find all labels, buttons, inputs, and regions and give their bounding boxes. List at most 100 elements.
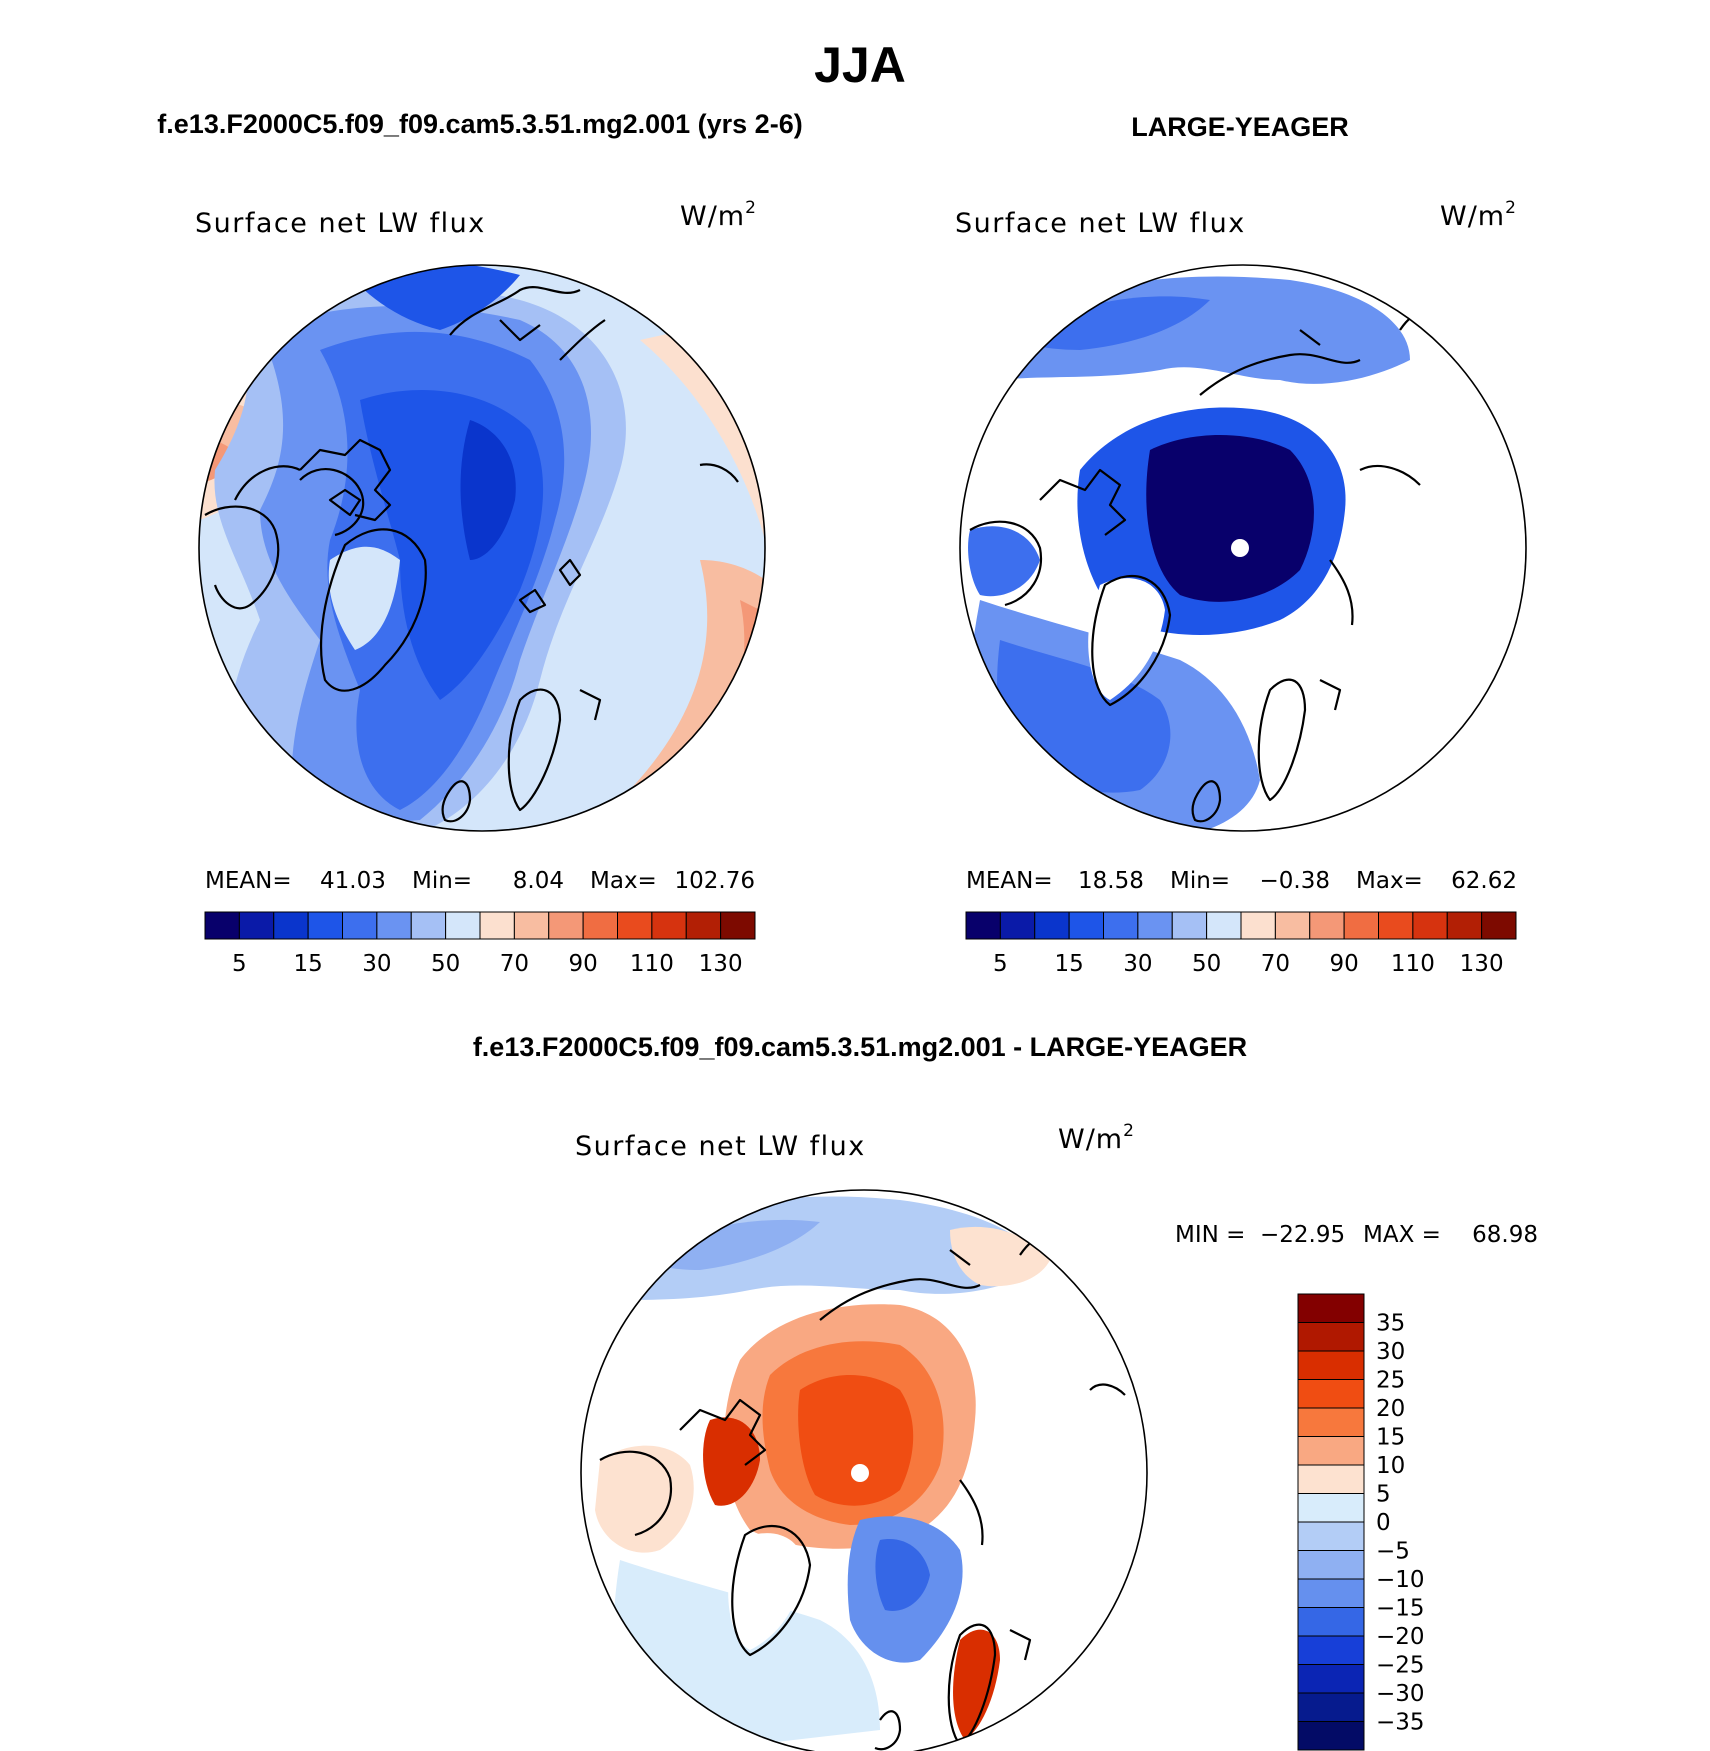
obs-stats: MEAN= 18.58 Min= −0.38 Max= 62.62 [966, 868, 1517, 894]
obs-colorbar-tick-label: 70 [1261, 951, 1290, 977]
obs-map-units: W/m2 [1440, 198, 1517, 232]
diff-colorbar-tick-label: −10 [1376, 1567, 1425, 1593]
model-coast-siberia [449, 286, 606, 361]
diff-colorbar-swatch [1297, 1493, 1365, 1523]
model-panel: Surface net LW flux W/m2 [195, 198, 766, 977]
diff-colorbar-tick-label: 20 [1376, 1396, 1405, 1422]
obs-panel: Surface net LW flux W/m2 MEAN= 18.58 Mi [955, 198, 1527, 977]
model-min-value: 8.04 [513, 868, 564, 894]
diff-panel: Surface net LW flux W/m2 [575, 1121, 1538, 1751]
model-map-units: W/m2 [680, 198, 757, 232]
model-colorbar-tick-label: 15 [293, 951, 322, 977]
obs-colorbar-tick-label: 30 [1123, 951, 1152, 977]
obs-coast-scandinavia [1257, 678, 1342, 802]
model-colorbar-swatch [376, 911, 412, 940]
model-map [199, 265, 765, 831]
model-coast-scandinavia [507, 688, 602, 812]
model-max-value: 102.76 [675, 868, 755, 894]
model-colorbar-swatch [273, 911, 309, 940]
obs-colorbar-swatch [1378, 911, 1414, 940]
diff-field-warm-ne [950, 1226, 1050, 1287]
model-colorbar-swatch [513, 911, 550, 940]
diff-colorbar-swatch [1297, 1578, 1365, 1608]
diff-colorbar-tick-label: 15 [1376, 1425, 1405, 1451]
diff-colorbar-tick-label: −15 [1376, 1596, 1425, 1622]
diff-map-units: W/m2 [1058, 1121, 1135, 1155]
obs-colorbar-swatch [1343, 911, 1379, 940]
diff-colorbar-tick-label: 35 [1376, 1311, 1405, 1337]
diff-colorbar-swatch [1297, 1721, 1365, 1751]
obs-field-north-ocean2 [1010, 296, 1210, 350]
diff-coast-east [959, 1383, 1126, 1546]
diff-field-greenland-land [728, 1533, 805, 1650]
obs-colorbar-swatch [1240, 911, 1276, 940]
model-colorbar-swatch [307, 911, 343, 940]
obs-colorbar-swatch [1481, 911, 1517, 940]
season-title: JJA [814, 37, 906, 93]
diff-panel-header: f.e13.F2000C5.f09_f09.cam5.3.51.mg2.001 … [473, 1032, 1247, 1062]
diff-colorbar-tick-label: 30 [1376, 1339, 1405, 1365]
obs-coast-canada [969, 468, 1127, 607]
diff-field-canada-warm2 [703, 1417, 760, 1506]
diff-field-atlantic-cool3 [875, 1539, 930, 1611]
obs-coast-greenland [1091, 575, 1172, 707]
diff-field-canada-warm [595, 1445, 694, 1553]
model-colorbar-swatch [651, 911, 687, 940]
model-colorbar-swatch [445, 911, 481, 940]
obs-colorbar-tick-label: 50 [1192, 951, 1221, 977]
obs-colorbar-swatch [1068, 911, 1104, 940]
diff-minmax: MIN = −22.95 MAX = 68.98 [1175, 1222, 1538, 1248]
diff-colorbar-tick-label: 0 [1376, 1510, 1391, 1536]
diff-coast-canada [599, 1398, 767, 1537]
left-panel-header: f.e13.F2000C5.f09_f09.cam5.3.51.mg2.001 … [157, 109, 802, 139]
diff-map-border [580, 1189, 1148, 1751]
obs-max-value: 62.62 [1451, 868, 1517, 894]
obs-colorbar-swatch [1412, 911, 1448, 940]
diff-coast-greenland [731, 1525, 812, 1657]
obs-mean-value: 18.58 [1078, 868, 1144, 894]
obs-colorbar-swatch [965, 911, 1001, 940]
diff-colorbar-swatch [1297, 1436, 1365, 1466]
diff-colorbar-swatch [1297, 1322, 1365, 1352]
model-coast-nz-island [699, 463, 739, 483]
diff-max-value: 68.98 [1472, 1222, 1538, 1248]
model-coast-svalbard [518, 558, 582, 614]
diff-colorbar-swatch [1297, 1550, 1365, 1580]
model-colorbar-swatch [685, 911, 722, 940]
obs-coast-uk [1191, 780, 1222, 823]
model-coast-canada [204, 465, 365, 610]
model-field-arctic-core2 [460, 420, 516, 560]
right-panel-header: LARGE-YEAGER [1131, 112, 1349, 142]
diff-colorbar-tick-label: −25 [1376, 1653, 1425, 1679]
model-colorbar-tick-label: 5 [232, 951, 247, 977]
model-colorbar-swatch [617, 911, 653, 940]
obs-colorbar-swatch [1137, 911, 1173, 940]
obs-colorbar-tick-label: 130 [1460, 951, 1504, 977]
obs-max-label: Max= [1356, 868, 1423, 894]
diff-colorbar-tick-label: −35 [1376, 1710, 1425, 1736]
diff-colorbar-swatch [1297, 1407, 1365, 1437]
model-mean-value: 41.03 [320, 868, 386, 894]
model-colorbar-swatch [342, 911, 378, 940]
model-coast-archipelago [299, 438, 392, 522]
obs-map-title: Surface net LW flux [955, 208, 1246, 239]
diff-max-label: MAX = [1363, 1222, 1441, 1248]
diff-min-value: −22.95 [1260, 1222, 1345, 1248]
obs-pole-marker [1231, 539, 1249, 557]
model-colorbar-tick-label: 50 [431, 951, 460, 977]
diff-colorbar-swatch [1297, 1664, 1365, 1694]
model-coast-greenland [319, 528, 427, 692]
model-colorbar-swatch [410, 911, 447, 940]
obs-min-value: −0.38 [1260, 868, 1330, 894]
model-min-label: Min= [412, 868, 472, 894]
diff-field-scand-warm [953, 1629, 1000, 1740]
diff-min-label: MIN = [1175, 1222, 1245, 1248]
obs-coast-east [1329, 465, 1421, 626]
diff-pole-marker [851, 1464, 869, 1482]
diff-colorbar-swatch [1297, 1635, 1365, 1665]
model-coast-uk [441, 780, 472, 823]
obs-mean-label: MEAN= [966, 868, 1053, 894]
obs-colorbar-swatch [1274, 911, 1311, 940]
obs-colorbar-tick-label: 110 [1391, 951, 1435, 977]
